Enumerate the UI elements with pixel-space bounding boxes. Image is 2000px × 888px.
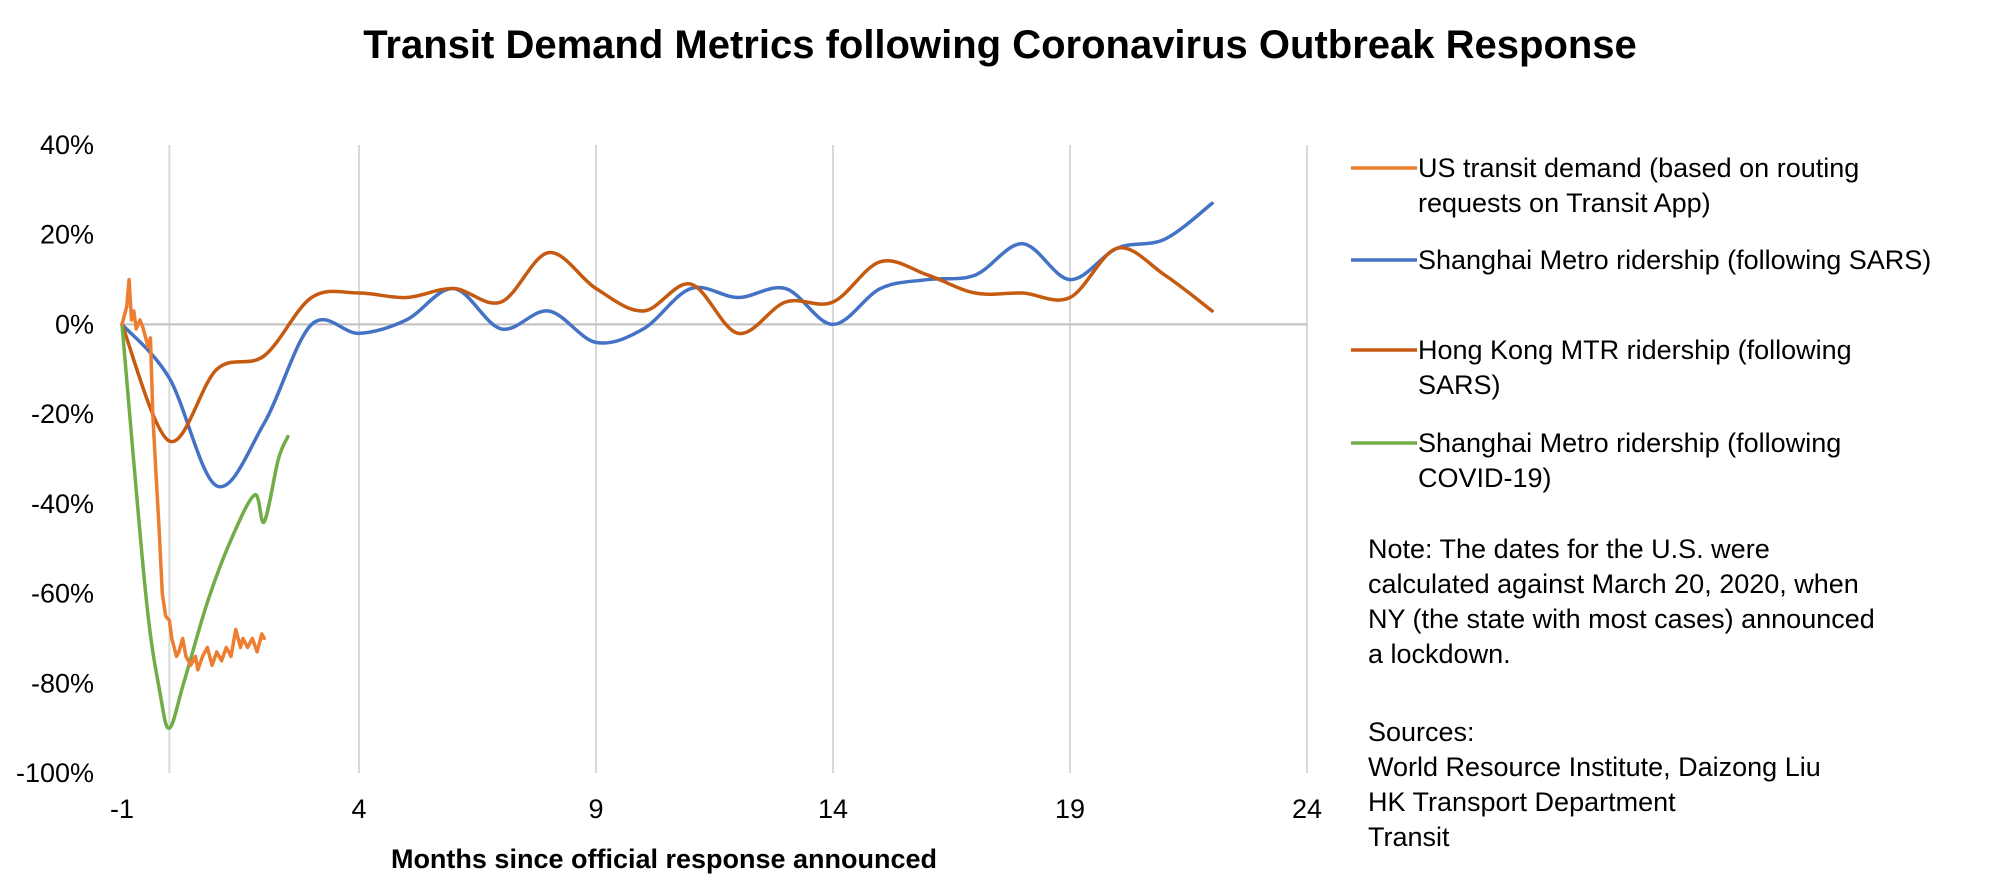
x-tick-label: -1 [110, 794, 134, 824]
note-line: calculated against March 20, 2020, when [1368, 569, 1859, 599]
x-tick-label: 24 [1292, 794, 1322, 824]
y-tick-label: 0% [55, 309, 94, 339]
y-tick-label: -20% [31, 399, 94, 429]
legend-label: US transit demand (based on routing [1418, 153, 1859, 183]
x-tick-label: 14 [818, 794, 848, 824]
chart-title: Transit Demand Metrics following Coronav… [363, 23, 1637, 67]
series-shanghai-metro-covid19 [120, 322, 290, 730]
data-series [120, 201, 1214, 730]
y-tick-label: 40% [40, 130, 94, 160]
legend-label: Hong Kong MTR ridership (following [1418, 335, 1852, 365]
y-tick-label: -100% [16, 758, 94, 788]
legend-item-shanghai-metro-covid19: Shanghai Metro ridership (following COVID… [1351, 428, 1841, 493]
legend-label: Shanghai Metro ridership (following [1418, 428, 1841, 458]
y-tick-label: 20% [40, 220, 94, 250]
source-line: Transit [1368, 822, 1450, 852]
legend: US transit demand (based on routing reque… [1351, 153, 1931, 493]
sources-annotation: Sources: World Resource Institute, Daizon… [1368, 717, 1821, 852]
legend-item-us-transit-demand: US transit demand (based on routing reque… [1351, 153, 1859, 218]
legend-label: Shanghai Metro ridership (following SARS… [1418, 245, 1931, 275]
series-hong-kong-mtr-sars [120, 246, 1214, 444]
source-line: HK Transport Department [1368, 787, 1676, 817]
y-tick-label: -80% [31, 668, 94, 698]
legend-item-hong-kong-mtr-sars: Hong Kong MTR ridership (following SARS) [1351, 335, 1852, 400]
legend-label: SARS) [1418, 370, 1501, 400]
note-line: a lockdown. [1368, 639, 1511, 669]
y-tick-label: -40% [31, 489, 94, 519]
source-line: World Resource Institute, Daizong Liu [1368, 752, 1821, 782]
note-line: NY (the state with most cases) announced [1368, 604, 1875, 634]
series-shanghai-metro-sars [120, 201, 1214, 489]
gridlines [168, 145, 1308, 773]
sources-heading: Sources: [1368, 717, 1475, 747]
axes: 40% 20% 0% -20% -40% -60% -80% -100% -1 4 9 14 19 24 [16, 130, 1322, 824]
note-annotation: Note: The dates for the U.S. were calcula… [1368, 534, 1875, 669]
note-line: Note: The dates for the U.S. were [1368, 534, 1770, 564]
x-tick-label: 19 [1055, 794, 1085, 824]
series-us-transit-demand [120, 277, 266, 672]
x-tick-label: 4 [351, 794, 366, 824]
x-tick-label: 9 [588, 794, 603, 824]
legend-label: requests on Transit App) [1418, 188, 1711, 218]
x-axis-title: Months since official response announced [391, 844, 937, 874]
legend-label: COVID-19) [1418, 463, 1552, 493]
legend-item-shanghai-metro-sars: Shanghai Metro ridership (following SARS… [1351, 245, 1931, 275]
y-tick-label: -60% [31, 579, 94, 609]
